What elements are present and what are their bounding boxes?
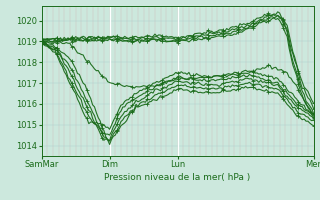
- X-axis label: Pression niveau de la mer( hPa ): Pression niveau de la mer( hPa ): [104, 173, 251, 182]
